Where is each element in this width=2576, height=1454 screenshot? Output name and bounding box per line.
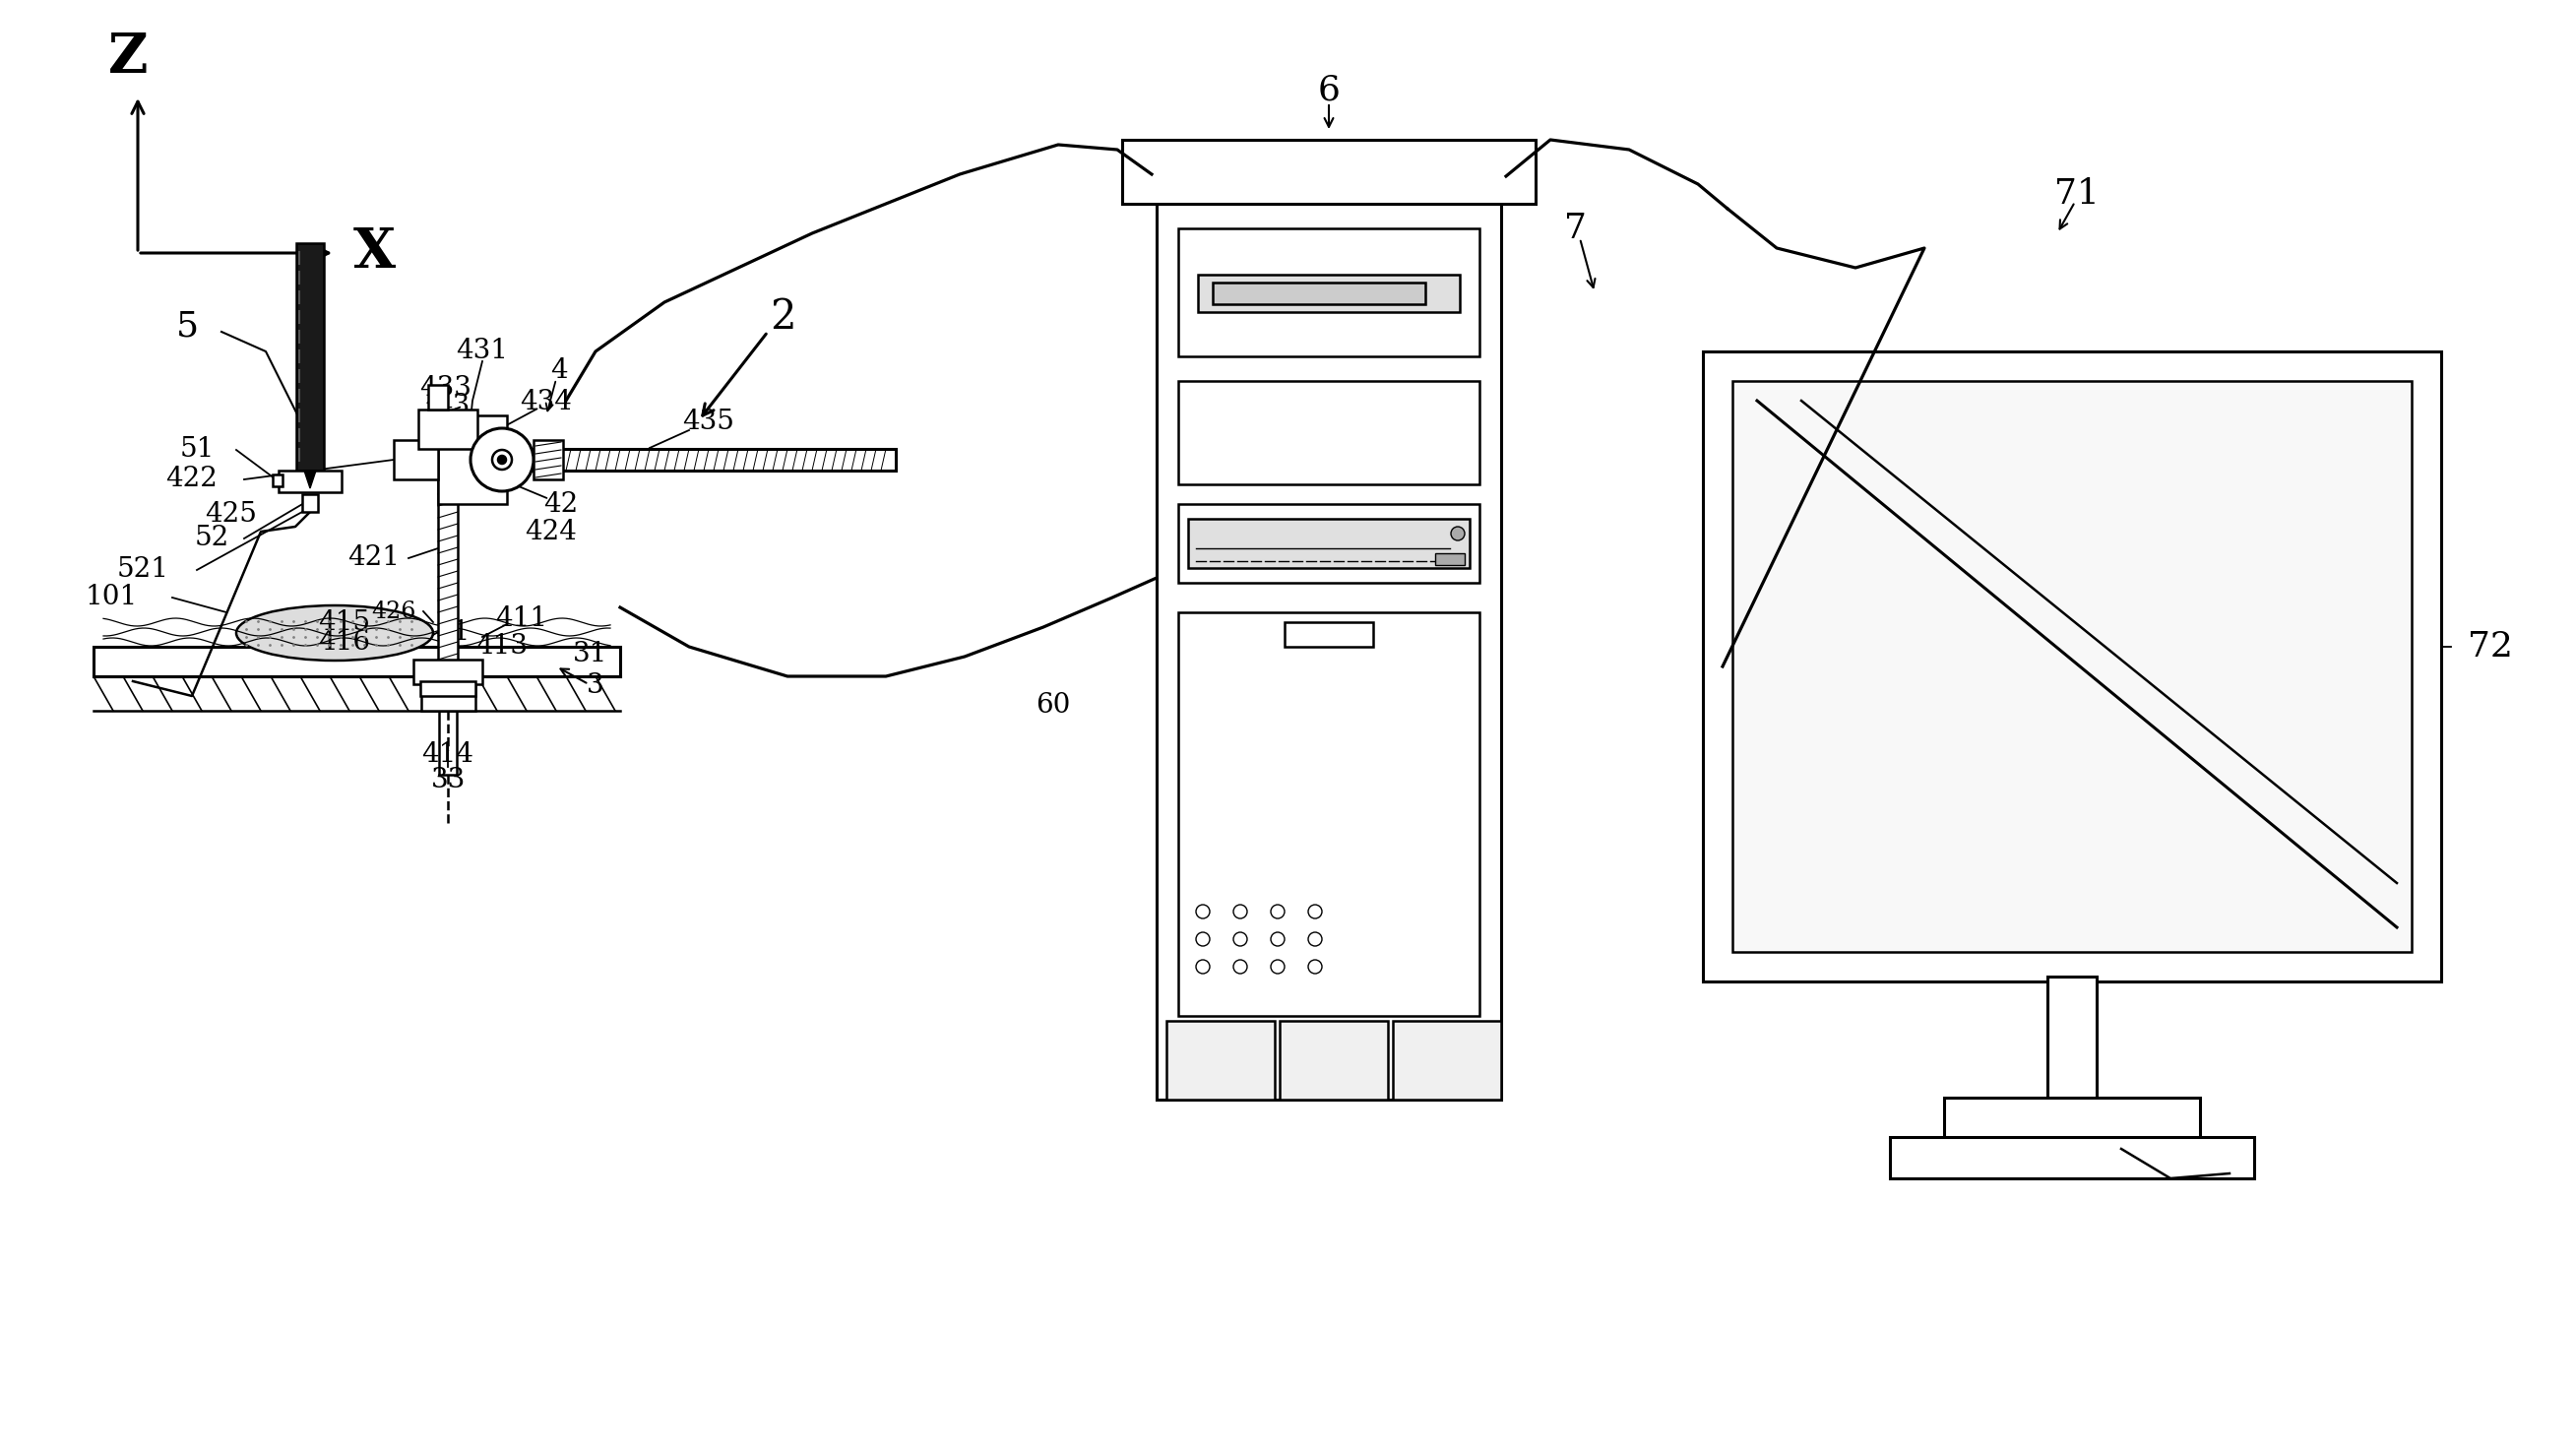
Bar — [438, 441, 459, 676]
Bar — [1703, 352, 2442, 981]
Text: 431: 431 — [456, 339, 507, 365]
Text: 422: 422 — [165, 467, 219, 493]
Bar — [2048, 977, 2097, 1099]
Circle shape — [1270, 960, 1285, 974]
Bar — [412, 660, 482, 685]
Bar — [1177, 381, 1479, 484]
Circle shape — [1195, 904, 1211, 919]
Text: 7: 7 — [1564, 212, 1587, 246]
Circle shape — [1450, 526, 1466, 541]
Bar — [1945, 1098, 2200, 1138]
Text: 424: 424 — [526, 518, 577, 545]
Bar — [1891, 1137, 2254, 1178]
Text: 41: 41 — [435, 619, 471, 646]
Bar — [1177, 228, 1479, 356]
Circle shape — [471, 429, 533, 491]
Text: 416: 416 — [319, 628, 371, 656]
Text: 6: 6 — [1316, 74, 1340, 108]
Bar — [1177, 505, 1479, 583]
Text: X: X — [353, 225, 394, 281]
Text: 3: 3 — [587, 673, 605, 699]
Bar — [417, 410, 477, 449]
Text: 425: 425 — [206, 500, 258, 528]
Text: 414: 414 — [422, 742, 474, 768]
Bar — [1188, 519, 1471, 569]
Bar — [1394, 1021, 1502, 1099]
Bar — [533, 441, 564, 480]
Text: 434: 434 — [520, 390, 572, 416]
Bar — [1435, 554, 1466, 566]
Circle shape — [1234, 932, 1247, 947]
Text: 51: 51 — [180, 436, 214, 464]
Ellipse shape — [237, 605, 433, 660]
Bar — [296, 243, 325, 471]
Circle shape — [1270, 932, 1285, 947]
Circle shape — [1270, 904, 1285, 919]
Text: 71: 71 — [2056, 177, 2099, 211]
Bar — [1213, 282, 1425, 304]
Text: 413: 413 — [477, 634, 528, 660]
Circle shape — [1234, 960, 1247, 974]
Text: 33: 33 — [430, 766, 466, 792]
Text: 42: 42 — [544, 491, 580, 518]
Bar — [1285, 622, 1373, 647]
Bar — [1167, 1021, 1275, 1099]
Text: 60: 60 — [1036, 692, 1072, 720]
Circle shape — [1309, 960, 1321, 974]
Bar — [1157, 204, 1502, 1099]
Text: 436: 436 — [662, 448, 716, 475]
Bar — [278, 471, 343, 493]
Text: 435: 435 — [683, 409, 734, 436]
Bar — [93, 647, 621, 676]
Bar — [394, 441, 438, 480]
Bar — [273, 474, 283, 486]
Circle shape — [1195, 932, 1211, 947]
Circle shape — [1309, 904, 1321, 919]
Bar — [1177, 612, 1479, 1016]
Text: 433: 433 — [420, 375, 471, 403]
Polygon shape — [304, 471, 317, 489]
Bar — [410, 449, 896, 471]
Text: 426: 426 — [371, 601, 417, 622]
Circle shape — [492, 449, 513, 470]
Text: Z: Z — [108, 31, 147, 86]
Text: 101: 101 — [85, 585, 137, 611]
Circle shape — [1195, 960, 1211, 974]
Text: 421: 421 — [348, 545, 399, 571]
Text: 72: 72 — [2468, 630, 2514, 663]
Bar — [1123, 140, 1535, 204]
Circle shape — [497, 455, 505, 464]
Text: 415: 415 — [319, 609, 371, 635]
Text: 2: 2 — [770, 297, 796, 337]
Text: 4: 4 — [551, 358, 567, 384]
Bar — [1280, 1021, 1388, 1099]
Text: 43: 43 — [435, 393, 471, 419]
Text: 521: 521 — [116, 557, 170, 583]
Circle shape — [1309, 932, 1321, 947]
Text: 52: 52 — [193, 525, 229, 551]
Bar — [1198, 275, 1461, 313]
Text: 411: 411 — [495, 606, 549, 632]
Text: 31: 31 — [574, 641, 608, 667]
Bar — [422, 676, 477, 711]
Circle shape — [1234, 904, 1247, 919]
Bar — [1734, 381, 2411, 952]
Bar — [420, 682, 477, 696]
Bar — [428, 385, 448, 410]
Bar — [301, 494, 317, 512]
Text: 5: 5 — [175, 310, 198, 343]
Bar — [438, 416, 507, 505]
